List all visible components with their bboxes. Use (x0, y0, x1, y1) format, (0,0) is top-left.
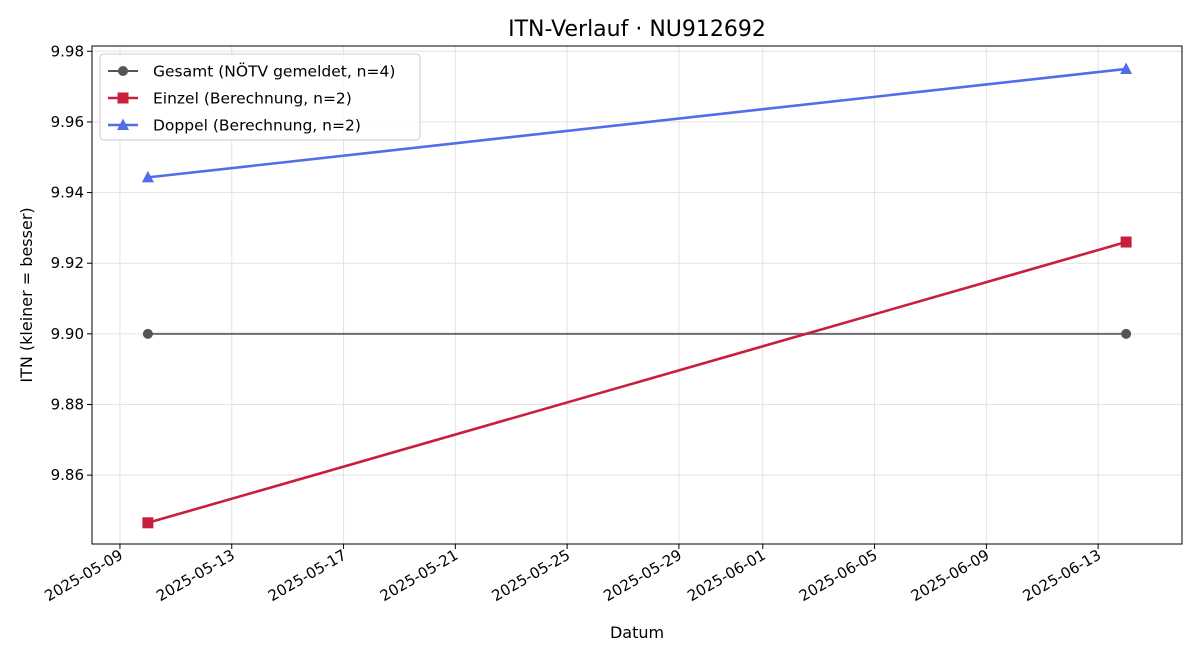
data-point (142, 328, 153, 339)
data-point (141, 170, 154, 183)
series-line (147, 67, 1127, 179)
plot-frame (91, 45, 1183, 545)
y-axis-label: ITN (kleiner = besser) (17, 207, 36, 382)
y-tick-label: 9.96 (51, 113, 84, 131)
series-line (147, 240, 1127, 525)
series-2 (141, 62, 1133, 183)
x-tick-label: 2025-06-01 (684, 546, 769, 605)
legend: Gesamt (NÖTV gemeldet, n=4) Einzel (Berec… (99, 53, 421, 141)
legend-label: Einzel (Berechnung, n=2) (153, 90, 352, 108)
legend-item: Doppel (Berechnung, n=2) (108, 117, 361, 135)
x-tick-label: 2025-05-21 (377, 546, 462, 605)
data-point (142, 517, 154, 529)
y-tick-label: 9.88 (51, 395, 84, 413)
x-tick-label: 2025-05-29 (600, 546, 685, 605)
x-tick-label: 2025-05-09 (41, 546, 126, 605)
y-axis: 9.86 9.88 9.90 9.92 9.94 9.96 9.98 (51, 42, 92, 484)
data-point (117, 118, 129, 130)
y-tick-label: 9.94 (51, 184, 84, 202)
x-tick-label: 2025-05-13 (153, 546, 238, 605)
data-point (1120, 236, 1132, 248)
series-0 (142, 328, 1132, 339)
y-tick-label: 9.86 (51, 466, 84, 484)
series-1 (142, 236, 1132, 529)
x-axis-label: Datum (610, 623, 664, 642)
legend-label: Gesamt (NÖTV gemeldet, n=4) (153, 62, 395, 81)
data-point (1120, 62, 1133, 74)
x-tick-label: 2025-06-09 (908, 546, 993, 605)
x-tick-label: 2025-06-05 (796, 546, 881, 605)
x-tick-label: 2025-05-25 (489, 546, 574, 605)
data-point (117, 92, 129, 104)
legend-item: Gesamt (NÖTV gemeldet, n=4) (108, 62, 395, 81)
x-tick-label: 2025-06-13 (1020, 546, 1105, 605)
x-axis: 2025-05-09 2025-05-13 2025-05-17 2025-05-21… (41, 544, 1104, 605)
x-tick-label: 2025-05-17 (265, 546, 350, 605)
legend-label: Doppel (Berechnung, n=2) (153, 117, 361, 135)
y-tick-label: 9.90 (51, 325, 84, 343)
y-tick-label: 9.98 (51, 42, 84, 60)
data-point (1121, 328, 1132, 339)
chart-title: ITN-Verlauf · NU912692 (508, 17, 766, 42)
series-layer (141, 62, 1133, 529)
legend-box (99, 53, 421, 141)
legend-item: Einzel (Berechnung, n=2) (108, 90, 352, 108)
y-tick-label: 9.92 (51, 254, 84, 272)
data-point (118, 66, 128, 76)
